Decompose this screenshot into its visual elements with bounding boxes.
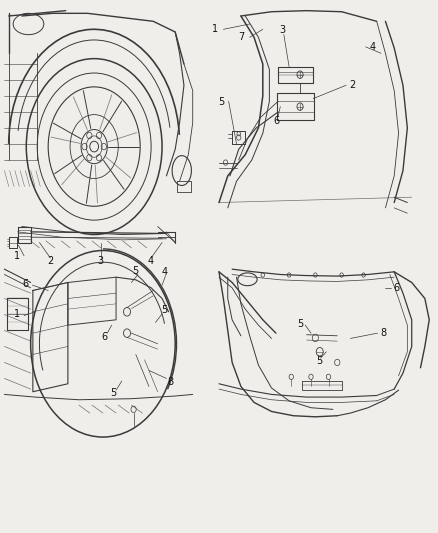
Text: 3: 3 (279, 26, 286, 35)
Text: 8: 8 (167, 377, 173, 387)
Text: 3: 3 (98, 256, 104, 266)
Text: 5: 5 (161, 305, 167, 315)
Text: 6: 6 (101, 332, 107, 342)
Text: 2: 2 (350, 80, 356, 90)
Text: 4: 4 (148, 256, 154, 266)
Text: 2: 2 (47, 256, 53, 266)
Text: 5: 5 (218, 98, 224, 107)
Text: 5: 5 (133, 266, 139, 276)
Text: 5: 5 (297, 319, 303, 328)
Text: 6: 6 (393, 283, 399, 293)
Text: 4: 4 (369, 42, 375, 52)
Text: 1: 1 (14, 310, 20, 319)
Text: 1: 1 (14, 251, 20, 261)
Text: 4: 4 (161, 267, 167, 277)
Text: 8: 8 (380, 328, 386, 338)
Text: 6: 6 (22, 279, 28, 288)
Text: 6: 6 (273, 116, 279, 126)
Text: 5: 5 (316, 357, 322, 366)
Text: 7: 7 (238, 33, 244, 42)
Text: 5: 5 (110, 389, 116, 398)
Text: 1: 1 (212, 25, 218, 34)
